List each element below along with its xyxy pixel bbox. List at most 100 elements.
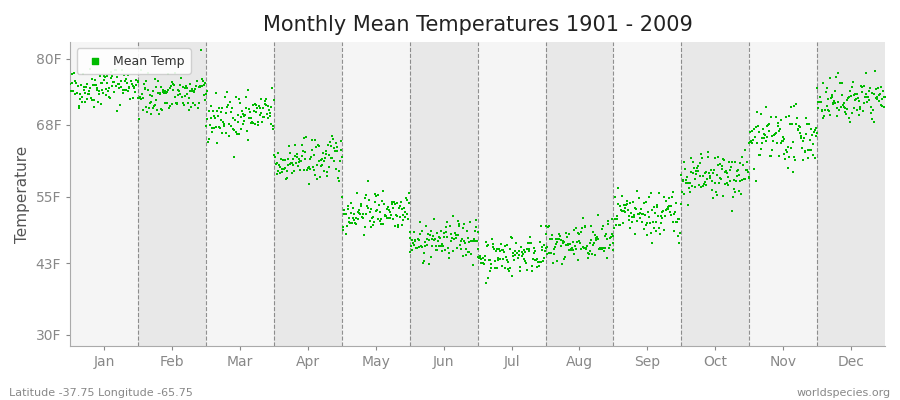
Point [260,103,274,109]
Point [103,94,117,101]
Point [841,95,855,101]
Point [536,258,550,264]
Point [634,211,649,218]
Point [762,128,777,134]
Point [191,104,205,111]
Point [205,125,220,131]
Point [644,230,659,237]
Point [755,134,770,141]
Point [750,109,764,116]
Point [497,249,511,256]
Point [813,99,827,106]
Point [121,72,135,78]
Point [867,119,881,125]
Point [792,122,806,129]
Point [754,140,769,146]
Point [146,88,160,94]
Point [639,198,653,205]
Point [400,210,414,217]
Point [162,105,176,111]
Point [75,94,89,100]
Point [189,83,203,90]
Point [440,234,454,240]
Point [210,108,224,114]
Point [849,90,863,97]
Point [647,204,662,210]
Point [637,226,652,232]
Point [756,125,770,132]
Point [772,128,787,134]
Point [200,116,214,122]
Point [439,224,454,230]
Point [467,236,482,242]
Point [215,130,230,136]
Point [295,142,310,148]
Point [632,211,646,217]
Point [500,242,515,248]
Point [188,86,202,92]
Point [652,190,666,196]
Point [875,96,889,102]
Point [476,260,491,266]
Point [421,231,436,237]
Point [513,268,527,274]
Point [760,122,775,129]
Point [449,234,464,241]
Point [826,100,841,106]
Point [246,102,260,108]
Point [428,243,443,250]
Point [839,111,853,117]
Point [84,95,98,101]
Point [446,213,461,219]
Point [133,67,148,73]
Point [200,88,214,95]
Point [312,174,327,181]
Point [803,147,817,153]
Point [836,100,850,106]
Point [777,135,791,142]
Point [328,140,343,146]
Point [80,81,94,87]
Point [464,250,479,257]
Point [531,263,545,269]
Point [228,117,242,124]
Point [130,78,145,85]
Point [790,115,805,122]
Point [133,94,148,100]
Point [850,90,864,97]
Point [632,194,646,201]
Point [446,236,461,242]
Point [583,237,598,244]
Point [404,237,419,243]
Point [661,206,675,212]
Point [383,212,398,218]
Point [510,250,525,256]
Point [352,207,366,213]
Point [181,99,195,106]
Point [348,220,363,226]
Point [126,95,140,101]
Point [567,251,581,257]
Point [518,258,532,265]
Point [390,213,404,220]
Point [730,168,744,175]
Point [629,188,643,194]
Point [676,177,690,184]
Point [626,212,641,218]
Point [85,76,99,82]
Point [143,92,157,99]
Point [590,234,604,240]
Point [537,254,552,261]
Point [418,239,433,246]
Point [428,236,442,242]
Point [369,193,383,199]
Point [223,123,238,129]
Point [765,147,779,153]
Point [285,159,300,166]
Point [485,236,500,242]
Point [717,157,732,163]
Point [724,164,738,170]
Point [508,240,523,247]
Point [422,237,436,243]
Point [184,88,199,94]
